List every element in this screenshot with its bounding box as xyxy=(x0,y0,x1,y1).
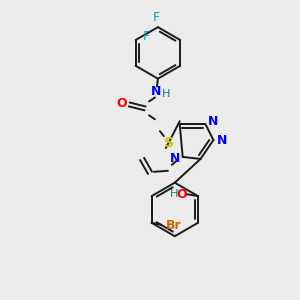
Text: F: F xyxy=(152,11,160,24)
Text: O: O xyxy=(177,188,188,201)
Text: N: N xyxy=(151,85,161,98)
Text: H: H xyxy=(170,189,178,199)
Text: O: O xyxy=(116,97,127,110)
Text: N: N xyxy=(217,134,227,147)
Text: S: S xyxy=(164,136,174,150)
Text: N: N xyxy=(169,152,180,165)
Text: N: N xyxy=(208,115,219,128)
Text: H: H xyxy=(162,88,170,98)
Text: F: F xyxy=(143,30,150,43)
Text: Br: Br xyxy=(166,219,181,232)
